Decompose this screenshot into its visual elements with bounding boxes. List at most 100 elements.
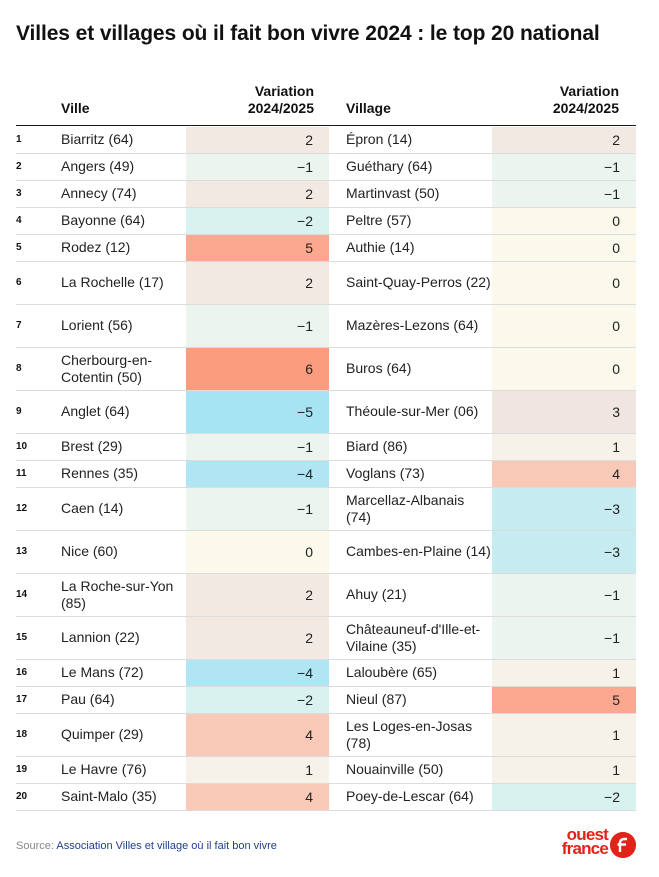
source-link[interactable]: Association Villes et village où il fait… — [56, 840, 277, 852]
village-name-7: Mazères-Lezons (64) — [346, 317, 479, 333]
row-divider-18 — [16, 756, 636, 757]
village-name-12: Marcellaz-Albanais (74) — [346, 491, 465, 525]
village-name-14: Ahuy (21) — [346, 586, 407, 602]
village-name-1: Épron (14) — [346, 131, 413, 147]
city-variation-7: −1 — [186, 305, 329, 347]
city-name-5: Rodez (12) — [61, 239, 131, 255]
city-name-10: Brest (29) — [61, 438, 123, 454]
row-divider-15 — [16, 659, 636, 660]
header-village-variation-line2: 2024/2025 — [552, 100, 619, 116]
city-variation-8: 6 — [186, 348, 329, 390]
row-divider-9 — [16, 433, 636, 434]
rank-12: 12 — [16, 503, 28, 514]
source-label: Source: — [16, 840, 57, 852]
header-city-variation-line2: 2024/2025 — [247, 100, 314, 116]
city-variation-1: 2 — [186, 127, 329, 153]
header-rule — [16, 125, 636, 126]
rank-15: 15 — [16, 632, 28, 643]
row-divider-14 — [16, 616, 636, 617]
city-name-3: Annecy (74) — [61, 185, 137, 201]
village-variation-2: −1 — [492, 154, 636, 180]
village-variation-16: 1 — [492, 660, 636, 686]
city-name-13: Nice (60) — [61, 543, 118, 559]
rank-2: 2 — [16, 161, 22, 172]
village-variation-13: −3 — [492, 531, 636, 573]
city-variation-12: −1 — [186, 488, 329, 530]
village-variation-7: 0 — [492, 305, 636, 347]
village-name-8: Buros (64) — [346, 360, 412, 376]
row-divider-4 — [16, 234, 636, 235]
rank-13: 13 — [16, 546, 28, 557]
rank-14: 14 — [16, 589, 28, 600]
row-divider-3 — [16, 207, 636, 208]
village-name-9: Théoule-sur-Mer (06) — [346, 403, 479, 419]
village-name-16: Laloubère (65) — [346, 664, 438, 680]
rank-5: 5 — [16, 242, 22, 253]
city-name-20: Saint-Malo (35) — [61, 788, 157, 804]
village-variation-14: −1 — [492, 574, 636, 616]
village-variation-1: 2 — [492, 127, 636, 153]
city-name-12: Caen (14) — [61, 500, 124, 516]
village-name-20: Poey-de-Lescar (64) — [346, 788, 474, 804]
header-village-variation-line1: Variation — [559, 83, 619, 99]
header-village-variation: Variation 2024/2025 — [505, 83, 619, 117]
village-name-11: Voglans (73) — [346, 465, 425, 481]
page-title: Villes et villages où il fait bon vivre … — [16, 22, 600, 45]
logo-line1: ouest — [566, 825, 609, 844]
village-variation-11: 4 — [492, 461, 636, 487]
village-name-13: Cambes-en-Plaine (14) — [346, 543, 491, 559]
village-name-17: Nieul (87) — [346, 691, 407, 707]
rank-18: 18 — [16, 729, 28, 740]
village-name-15: Châteauneuf-d'Ille-et-Vilaine (35) — [346, 620, 481, 654]
village-variation-9: 3 — [492, 391, 636, 433]
village-variation-15: −1 — [492, 617, 636, 659]
city-name-4: Bayonne (64) — [61, 212, 146, 228]
logo-line2: france — [561, 839, 609, 858]
city-name-1: Biarritz (64) — [61, 131, 134, 147]
row-divider-20 — [16, 810, 636, 811]
city-name-2: Angers (49) — [61, 158, 135, 174]
header-city-variation-line1: Variation — [254, 83, 314, 99]
row-divider-11 — [16, 487, 636, 488]
logo-text: ouest france — [546, 825, 609, 858]
city-variation-10: −1 — [186, 434, 329, 460]
row-divider-6 — [16, 304, 636, 305]
city-name-17: Pau (64) — [61, 691, 115, 707]
header-city-variation: Variation 2024/2025 — [200, 83, 314, 117]
village-name-18: Les Loges-en-Josas (78) — [346, 717, 473, 751]
city-variation-9: −5 — [186, 391, 329, 433]
city-variation-15: 2 — [186, 617, 329, 659]
village-name-19: Nouainville (50) — [346, 761, 444, 777]
row-divider-2 — [16, 180, 636, 181]
village-variation-8: 0 — [492, 348, 636, 390]
row-divider-12 — [16, 530, 636, 531]
rank-9: 9 — [16, 406, 22, 417]
city-name-14: La Roche-sur-Yon (85) — [61, 577, 174, 611]
row-divider-10 — [16, 460, 636, 461]
city-variation-17: −2 — [186, 687, 329, 713]
row-divider-19 — [16, 783, 636, 784]
city-variation-3: 2 — [186, 181, 329, 207]
village-variation-19: 1 — [492, 757, 636, 783]
village-name-5: Authie (14) — [346, 239, 415, 255]
city-variation-16: −4 — [186, 660, 329, 686]
village-name-6: Saint-Quay-Perros (22) — [346, 274, 491, 290]
row-divider-7 — [16, 347, 636, 348]
header-city: Ville — [61, 100, 90, 116]
row-divider-17 — [16, 713, 636, 714]
village-variation-5: 0 — [492, 235, 636, 261]
row-divider-16 — [16, 686, 636, 687]
city-name-18: Quimper (29) — [61, 726, 144, 742]
village-variation-20: −2 — [492, 784, 636, 810]
city-name-9: Anglet (64) — [61, 403, 130, 419]
city-variation-11: −4 — [186, 461, 329, 487]
rank-1: 1 — [16, 134, 22, 145]
village-name-2: Guéthary (64) — [346, 158, 433, 174]
city-variation-20: 4 — [186, 784, 329, 810]
village-variation-12: −3 — [492, 488, 636, 530]
rank-16: 16 — [16, 667, 28, 678]
rank-6: 6 — [16, 277, 22, 288]
rank-11: 11 — [16, 468, 27, 479]
rank-3: 3 — [16, 188, 22, 199]
city-variation-19: 1 — [186, 757, 329, 783]
